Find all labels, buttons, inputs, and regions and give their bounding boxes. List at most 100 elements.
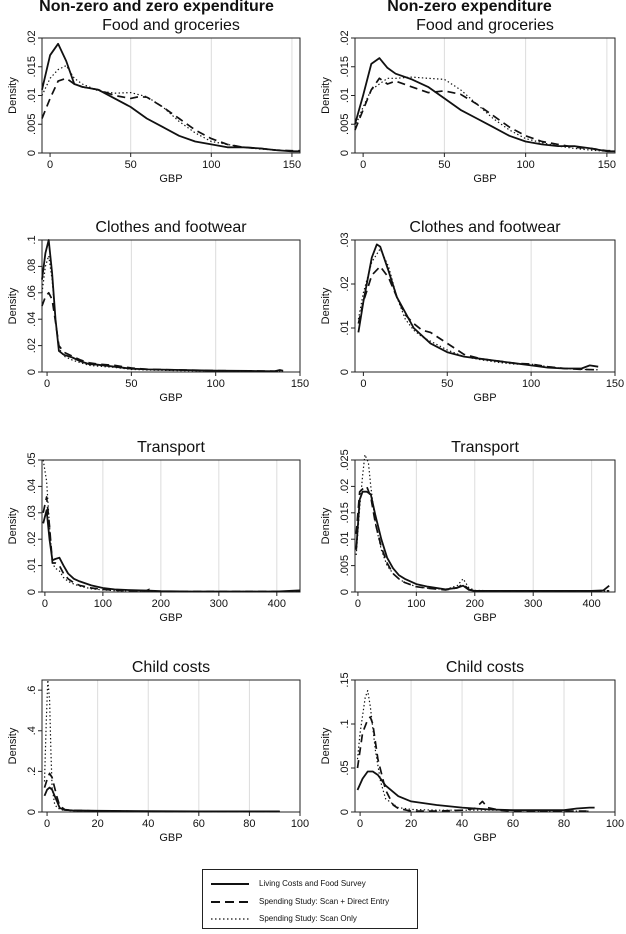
column-header-left: Non-zero and zero expenditure <box>39 0 274 15</box>
y-tick-label: .01 <box>339 532 351 547</box>
chart-panel-1: 0 50 100 150 0 .005 .01 .015 .02 Food and groceri… <box>7 17 301 185</box>
y-tick-label: .1 <box>26 235 38 244</box>
chart-panel-8: 0 20 40 60 80 100 0 .05 .1 .15 Child costs GBP Densi… <box>320 659 624 844</box>
plot-frame <box>41 239 301 373</box>
plot-frame <box>41 679 301 813</box>
y-tick-label: 0 <box>339 589 351 595</box>
series-line-dotted <box>41 255 284 372</box>
y-tick-label: .015 <box>26 56 38 77</box>
x-tick-label: 50 <box>125 378 137 390</box>
x-axis-label: GBP <box>159 612 182 624</box>
y-tick-label: 0 <box>26 809 38 815</box>
y-tick-label: .005 <box>26 114 38 135</box>
series-line-solid <box>357 243 599 370</box>
chart-panel-7: 0 20 40 60 80 100 0 .2 .4 .6 Child costs GBP Density <box>7 659 309 844</box>
x-tick-label: 150 <box>606 378 624 390</box>
x-tick-label: 400 <box>582 598 600 610</box>
y-axis-label: Density <box>7 287 19 324</box>
y-axis-label: Density <box>7 727 19 764</box>
x-tick-label: 100 <box>207 378 225 390</box>
x-tick-label: 0 <box>44 378 50 390</box>
x-tick-label: 80 <box>243 818 255 830</box>
series-line-dotted <box>41 64 300 152</box>
y-axis-label: Density <box>320 727 332 764</box>
y-tick-label: .015 <box>339 502 351 523</box>
series-line-solid <box>42 509 301 593</box>
y-axis-label: Density <box>7 507 19 544</box>
y-tick-label: .6 <box>26 686 38 695</box>
y-tick-label: 0 <box>339 150 351 156</box>
x-axis-label: GBP <box>159 392 182 404</box>
series-line-dashed <box>41 291 284 373</box>
legend-line-dotted <box>211 918 249 920</box>
y-axis-label: Density <box>320 507 332 544</box>
x-axis-label: GBP <box>159 832 182 844</box>
y-tick-label: 0 <box>339 809 351 815</box>
plot-frame <box>354 37 616 154</box>
x-axis-label: GBP <box>473 392 496 404</box>
x-tick-label: 50 <box>125 159 137 171</box>
x-tick-label: 0 <box>44 818 50 830</box>
x-axis-label: GBP <box>159 173 182 185</box>
chart-title: Transport <box>137 439 205 456</box>
y-tick-label: .2 <box>26 767 38 776</box>
series-line-dotted <box>354 76 615 152</box>
y-axis-label: Density <box>320 77 332 114</box>
x-tick-label: 0 <box>360 159 366 171</box>
x-tick-label: 0 <box>360 378 366 390</box>
y-tick-label: .05 <box>26 452 38 467</box>
legend-line-dashed <box>211 901 249 903</box>
chart-title: Child costs <box>132 659 210 676</box>
series-line-solid <box>41 42 300 153</box>
x-tick-label: 50 <box>441 378 453 390</box>
y-tick-label: .02 <box>26 30 38 45</box>
y-tick-label: .02 <box>339 30 351 45</box>
y-tick-label: 0 <box>26 150 38 156</box>
chart-panel-5: 0 100 200 300 400 0 .01 .02 .03 .04 .05 Transport GB… <box>7 439 301 624</box>
series-line-solid <box>355 490 610 592</box>
chart-title: Child costs <box>446 659 524 676</box>
x-tick-label: 100 <box>291 818 309 830</box>
y-tick-label: 0 <box>339 369 351 375</box>
x-tick-label: 20 <box>405 818 417 830</box>
x-tick-label: 0 <box>357 818 363 830</box>
chart-panel-2: 0 50 100 150 0 .005 .01 .015 .02 Food and groceri… <box>320 17 616 185</box>
series-line-dashed <box>357 265 599 371</box>
y-tick-label: .1 <box>339 719 351 728</box>
x-tick-label: 40 <box>456 818 468 830</box>
x-axis-label: GBP <box>473 832 496 844</box>
x-tick-label: 200 <box>466 598 484 610</box>
series-line-solid <box>43 786 280 813</box>
y-tick-label: .15 <box>339 672 351 687</box>
plot-frame <box>354 239 616 373</box>
x-tick-label: 150 <box>283 159 301 171</box>
y-tick-label: .03 <box>339 232 351 247</box>
x-tick-label: 100 <box>606 818 624 830</box>
y-tick-label: .02 <box>26 338 38 353</box>
chart-title: Clothes and footwear <box>409 219 561 236</box>
plot-frame <box>354 679 616 813</box>
x-tick-label: 60 <box>193 818 205 830</box>
x-tick-label: 150 <box>291 378 309 390</box>
legend: Living Costs and Food Survey Spending St… <box>202 869 418 929</box>
x-tick-label: 60 <box>507 818 519 830</box>
y-tick-label: .05 <box>339 760 351 775</box>
y-tick-label: .015 <box>339 56 351 77</box>
legend-label: Spending Study: Scan Only <box>259 914 357 923</box>
series-line-dashed <box>43 772 280 813</box>
series-line-dotted <box>42 459 300 593</box>
y-tick-label: .04 <box>26 479 38 494</box>
y-tick-label: .02 <box>339 479 351 494</box>
legend-label: Spending Study: Scan + Direct Entry <box>259 897 390 906</box>
y-tick-label: 0 <box>26 589 38 595</box>
series-line-dashed <box>355 485 610 592</box>
chart-title: Transport <box>451 439 519 456</box>
y-tick-label: .01 <box>26 88 38 103</box>
y-tick-label: .06 <box>26 285 38 300</box>
series-line-dashed <box>356 716 590 812</box>
y-tick-label: .005 <box>339 114 351 135</box>
series-line-dashed <box>41 77 300 152</box>
y-tick-label: 0 <box>26 369 38 375</box>
series-line-dotted <box>356 689 590 812</box>
